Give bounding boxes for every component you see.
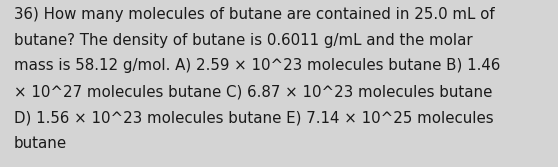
Text: 36) How many molecules of butane are contained in 25.0 mL of: 36) How many molecules of butane are con… [14, 7, 495, 22]
Text: D) 1.56 × 10^23 molecules butane E) 7.14 × 10^25 molecules: D) 1.56 × 10^23 molecules butane E) 7.14… [14, 110, 494, 125]
Text: butane: butane [14, 136, 67, 151]
Text: mass is 58.12 g/mol. A) 2.59 × 10^23 molecules butane B) 1.46: mass is 58.12 g/mol. A) 2.59 × 10^23 mol… [14, 58, 501, 73]
Text: butane? The density of butane is 0.6011 g/mL and the molar: butane? The density of butane is 0.6011 … [14, 33, 473, 48]
Text: × 10^27 molecules butane C) 6.87 × 10^23 molecules butane: × 10^27 molecules butane C) 6.87 × 10^23… [14, 84, 492, 99]
